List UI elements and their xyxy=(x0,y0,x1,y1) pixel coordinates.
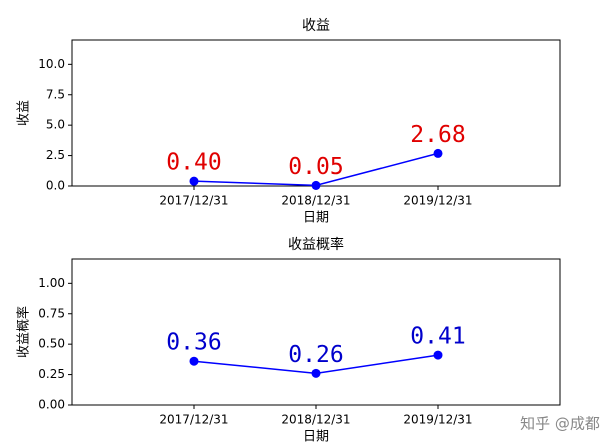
x-tick-label: 2017/12/31 xyxy=(159,194,228,208)
x-tick-label: 2019/12/31 xyxy=(403,413,472,427)
x-axis-label: 日期 xyxy=(303,430,329,445)
x-axis-label: 日期 xyxy=(303,211,329,226)
data-point xyxy=(433,148,443,158)
watermark: 知乎 @成都 xyxy=(520,415,600,433)
data-label: 2.68 xyxy=(410,122,465,148)
x-tick-label: 2018/12/31 xyxy=(281,413,350,427)
data-label: 0.26 xyxy=(288,342,343,368)
y-tick-label: 0.50 xyxy=(38,337,65,351)
x-tick-label: 2019/12/31 xyxy=(403,194,472,208)
y-axis-label: 收益 xyxy=(17,100,32,126)
data-label: 0.41 xyxy=(410,324,465,350)
y-tick-label: 0.0 xyxy=(46,179,65,193)
plot-frame xyxy=(71,258,561,406)
x-tick-label: 2017/12/31 xyxy=(159,413,228,427)
x-tick-label: 2018/12/31 xyxy=(281,194,350,208)
data-label: 0.05 xyxy=(288,154,343,180)
data-point xyxy=(189,356,199,366)
data-point xyxy=(311,368,321,378)
data-point xyxy=(311,180,321,190)
data-label: 0.36 xyxy=(166,330,221,356)
y-tick-label: 0.75 xyxy=(38,306,65,320)
data-point xyxy=(433,350,443,360)
chart-title: 收益 xyxy=(302,18,330,34)
y-tick-label: 5.0 xyxy=(46,118,65,132)
y-tick-label: 0.00 xyxy=(38,398,65,412)
y-tick-label: 10.0 xyxy=(38,57,65,71)
y-tick-label: 7.5 xyxy=(46,87,65,101)
data-point xyxy=(189,176,199,186)
y-tick-label: 0.25 xyxy=(38,367,65,381)
y-axis-label: 收益概率 xyxy=(16,306,32,358)
data-label: 0.40 xyxy=(166,150,221,176)
y-tick-label: 1.00 xyxy=(38,276,65,290)
y-tick-label: 2.5 xyxy=(46,148,65,162)
chart-title: 收益概率 xyxy=(288,236,344,253)
